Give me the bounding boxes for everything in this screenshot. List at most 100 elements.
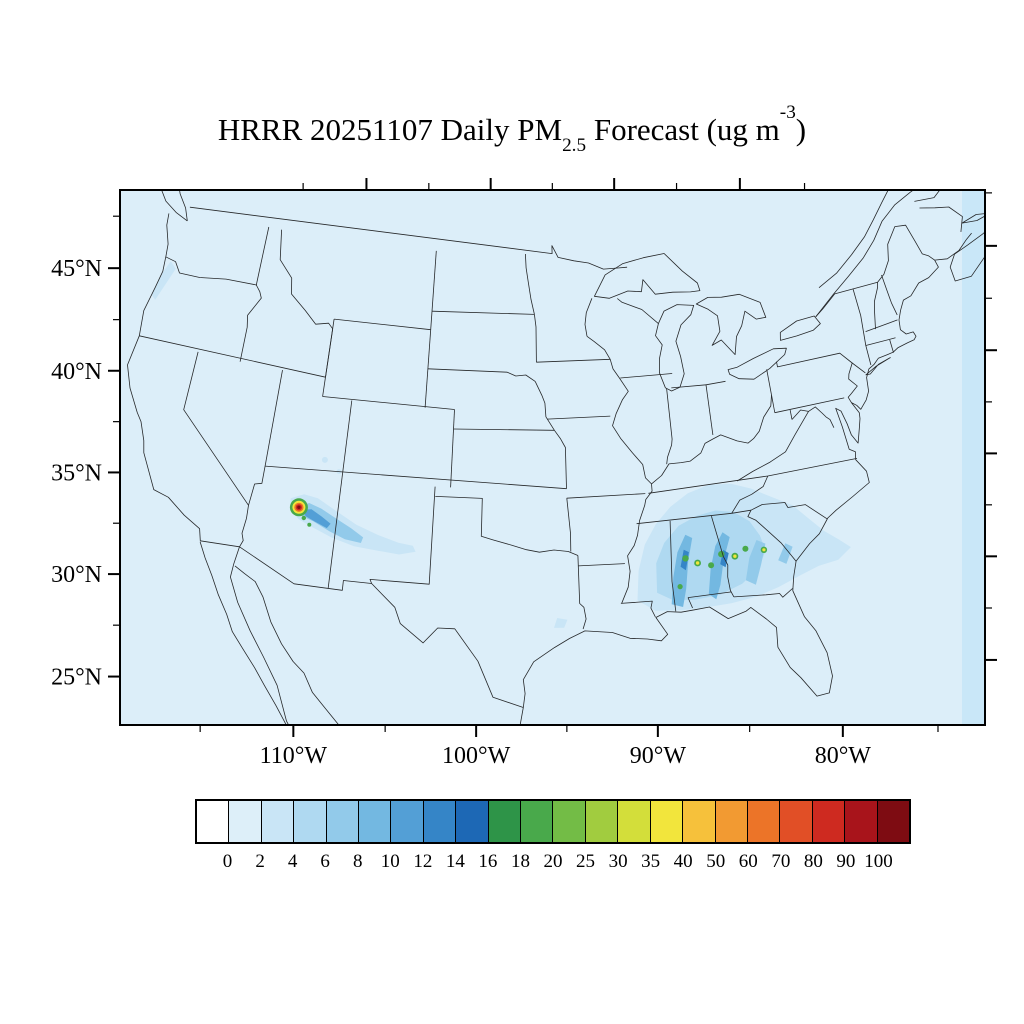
- colorbar-label: 80: [803, 851, 823, 872]
- boundary-line: [199, 541, 290, 725]
- title-prefix: HRRR 20251107 Daily PM: [217, 112, 563, 147]
- colorbar-cell: [585, 801, 619, 842]
- boundary-line: [584, 298, 593, 337]
- boundary-line: [139, 335, 326, 378]
- pm-plume-oregon-coast-haze: [151, 261, 176, 300]
- colorbar-cell: [197, 801, 230, 842]
- boundary-line: [424, 329, 432, 408]
- map-title: HRRR 20251107 Daily PM2.5 Forecast (ug m…: [0, 102, 1024, 157]
- boundary-line: [435, 496, 579, 556]
- lake-or-island-outline: [865, 357, 891, 376]
- colorbar-label: 30: [608, 851, 628, 872]
- boundary-line: [534, 314, 537, 363]
- colorbar-cell: [359, 801, 392, 842]
- boundary-line: [431, 310, 535, 315]
- lake-or-island-outline: [594, 253, 701, 299]
- boundary-line: [636, 512, 732, 525]
- boundary-line: [705, 384, 714, 436]
- boundary-line: [818, 190, 889, 289]
- boundary-line: [586, 335, 653, 604]
- boundary-line: [620, 600, 656, 618]
- boundary-line: [852, 288, 872, 366]
- boundary-line: [687, 591, 732, 598]
- map-fill-layer: [120, 190, 985, 725]
- colorbar-label: 2: [255, 851, 265, 872]
- colorbar-cell: [229, 801, 262, 842]
- colorbar-cell: [845, 801, 878, 842]
- boundary-line: [620, 373, 673, 379]
- boundary-line: [731, 475, 769, 514]
- colorbar-label: 4: [287, 851, 298, 872]
- boundary-line: [578, 563, 625, 567]
- boundary-line: [279, 229, 334, 378]
- colorbar-label: 100: [864, 851, 893, 872]
- lake-or-island-outline: [949, 231, 985, 282]
- boundary-line: [453, 428, 555, 431]
- pm-spot: [742, 545, 749, 552]
- boundary-line: [248, 466, 266, 506]
- colorbar-label: 6: [320, 851, 330, 872]
- map-background: [120, 190, 985, 725]
- axis-labels: 110°W 100°W 90°W 80°W 45°N 40°N 35°N 30°N 25°N: [51, 256, 871, 769]
- lake-or-island-outline: [779, 315, 821, 341]
- pm-spot: [307, 522, 312, 527]
- boundary-layer: [127, 190, 985, 725]
- colorbar-label: 60: [738, 851, 758, 872]
- boundary-line: [239, 226, 270, 362]
- boundary-line: [934, 232, 972, 261]
- boundary-line: [536, 358, 611, 363]
- axis-ticks: [108, 178, 997, 737]
- boundary-line: [736, 411, 809, 482]
- colorbar-cell: [294, 801, 327, 842]
- boundary-line: [234, 565, 340, 725]
- pm-spot: [695, 561, 700, 565]
- boundary-line: [334, 318, 431, 331]
- colorbar-cell: [747, 801, 781, 842]
- boundary-line: [766, 369, 776, 413]
- colorbar-label: 18: [510, 851, 530, 872]
- boundary-line: [687, 597, 693, 609]
- boundary-line: [519, 707, 524, 725]
- lat-tick-label: 30°N: [51, 562, 102, 588]
- colorbar-label: 50: [706, 851, 726, 872]
- colorbar-label: 40: [673, 851, 693, 872]
- lon-tick-label: 110°W: [260, 743, 328, 769]
- colorbar: [195, 799, 911, 844]
- lake-or-island-outline: [727, 347, 787, 380]
- boundary-line: [747, 510, 797, 562]
- boundary-line: [919, 206, 963, 232]
- pm-spot: [682, 555, 689, 562]
- boundary-line: [914, 190, 941, 202]
- colorbar-cell: [812, 801, 846, 842]
- pm-spot: [301, 515, 306, 521]
- boundary-line: [617, 298, 659, 324]
- pm-spot: [321, 456, 328, 463]
- boundary-line: [651, 395, 772, 485]
- boundary-line: [789, 409, 793, 420]
- domain-edge: [962, 190, 985, 725]
- lake-or-island-outline: [695, 293, 767, 355]
- boundary-line: [450, 409, 455, 488]
- boundary-line: [427, 368, 536, 382]
- pm-plume-arizona-smoke-inner: [301, 509, 331, 529]
- colorbar-cell: [683, 801, 716, 842]
- lake-or-island-outline: [961, 213, 985, 224]
- title-subscript: 2.5: [562, 135, 587, 157]
- pm-plume-houston-spot: [554, 618, 568, 628]
- boundary-line: [851, 362, 866, 374]
- colorbar-cell: [423, 801, 457, 842]
- colorbar-label: 20: [543, 851, 563, 872]
- boundary-line: [265, 465, 567, 490]
- pm-spot: [677, 584, 683, 590]
- boundary-line: [705, 380, 726, 386]
- colorbar-label: 70: [771, 851, 791, 872]
- colorbar-label: 0: [222, 851, 233, 872]
- pm-spot: [708, 562, 715, 569]
- boundary-line: [733, 588, 793, 598]
- colorbar-cell: [488, 801, 522, 842]
- colorbar-labels: 0 2 4 6 8 10 12 14 16 18 20 25 30 35 40 50 60 70 80 90 100: [195, 851, 911, 877]
- forecast-map: 110°W 100°W 90°W 80°W 45°N 40°N 35°N 30°N 25°N: [51, 178, 997, 769]
- colorbar-cell: [650, 801, 684, 842]
- colorbar-cell: [877, 801, 909, 842]
